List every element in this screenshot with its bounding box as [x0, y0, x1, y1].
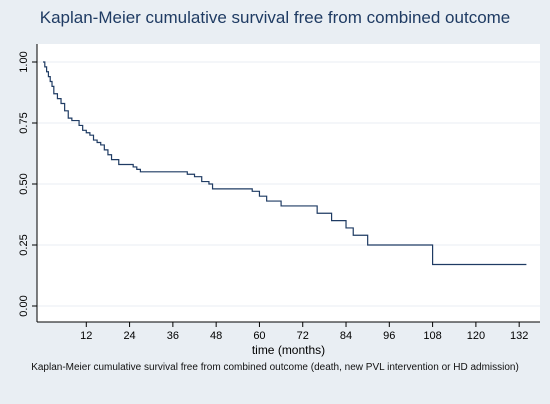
x-tick-label: 84 — [340, 330, 352, 342]
x-tick-label: 132 — [510, 330, 528, 342]
y-tick-label: 0.25 — [18, 234, 30, 255]
x-tick-label: 12 — [80, 330, 92, 342]
x-tick-label: 96 — [383, 330, 395, 342]
chart-title: Kaplan-Meier cumulative survival free fr… — [39, 8, 511, 27]
x-tick-label: 60 — [253, 330, 265, 342]
x-tick-label: 108 — [423, 330, 441, 342]
x-tick-label: 48 — [210, 330, 222, 342]
y-tick-label: 0.00 — [18, 295, 30, 316]
survival-curve — [43, 61, 527, 266]
x-tick-label: 120 — [467, 330, 485, 342]
x-tick-label: 36 — [167, 330, 179, 342]
y-tick-label: 1.00 — [18, 51, 30, 72]
y-tick-label: 0.50 — [18, 173, 30, 194]
x-tick-label: 72 — [297, 330, 309, 342]
plot-area — [37, 44, 540, 322]
x-axis-label: time (months) — [252, 343, 325, 357]
figure-caption: Kaplan-Meier cumulative survival free fr… — [31, 362, 519, 373]
x-tick-label: 24 — [123, 330, 135, 342]
y-tick-label: 0.75 — [18, 112, 30, 133]
